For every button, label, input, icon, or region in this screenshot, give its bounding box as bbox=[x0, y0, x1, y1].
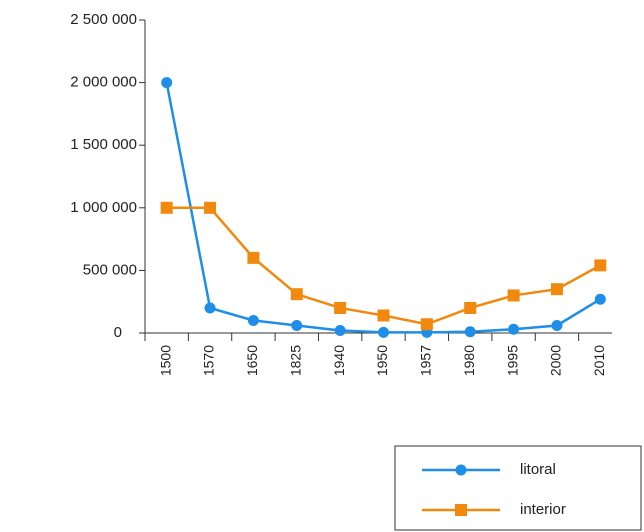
point bbox=[551, 319, 563, 331]
legend-marker bbox=[455, 464, 467, 476]
point bbox=[508, 323, 520, 335]
legend-label: interior bbox=[520, 501, 566, 518]
point bbox=[247, 314, 259, 326]
point bbox=[291, 319, 303, 331]
x-tick-label: 1940 bbox=[331, 345, 347, 376]
legend-box bbox=[394, 445, 642, 531]
series-line bbox=[166, 206, 601, 326]
series-line bbox=[165, 82, 601, 334]
point bbox=[204, 302, 216, 314]
y-tick-label: 2 500 000 bbox=[70, 11, 137, 28]
x-tick-label: 1570 bbox=[201, 345, 217, 376]
legend-label: litoral bbox=[520, 461, 556, 478]
x-tick-label: 1957 bbox=[418, 345, 434, 376]
y-tick-label: 500 000 bbox=[83, 261, 137, 278]
point bbox=[247, 251, 260, 264]
point bbox=[334, 324, 346, 336]
point bbox=[594, 293, 606, 305]
point bbox=[334, 301, 347, 314]
x-tick-label: 2010 bbox=[591, 345, 607, 376]
x-tick-label: 2000 bbox=[548, 345, 564, 376]
x-tick-label: 1980 bbox=[461, 345, 477, 376]
y-tick-label: 1 500 000 bbox=[70, 136, 137, 153]
x-tick-label: 1650 bbox=[244, 345, 260, 376]
y-tick-label: 2 000 000 bbox=[70, 74, 137, 91]
point bbox=[594, 259, 607, 272]
point bbox=[507, 289, 520, 302]
point bbox=[464, 301, 477, 314]
y-tick-label: 0 bbox=[114, 324, 122, 341]
legend-marker bbox=[455, 504, 467, 516]
point bbox=[464, 326, 476, 338]
point bbox=[550, 283, 563, 296]
x-tick-label: 1995 bbox=[504, 345, 520, 376]
y-tick-label: 1 000 000 bbox=[70, 199, 137, 216]
point bbox=[377, 309, 390, 322]
x-tick-label: 1500 bbox=[157, 345, 173, 376]
x-tick-label: 1950 bbox=[374, 345, 390, 376]
point bbox=[420, 318, 433, 331]
point bbox=[161, 77, 173, 89]
point bbox=[290, 288, 303, 301]
point bbox=[160, 201, 173, 214]
point bbox=[204, 201, 217, 214]
x-tick-label: 1825 bbox=[287, 345, 303, 376]
point bbox=[378, 326, 389, 338]
